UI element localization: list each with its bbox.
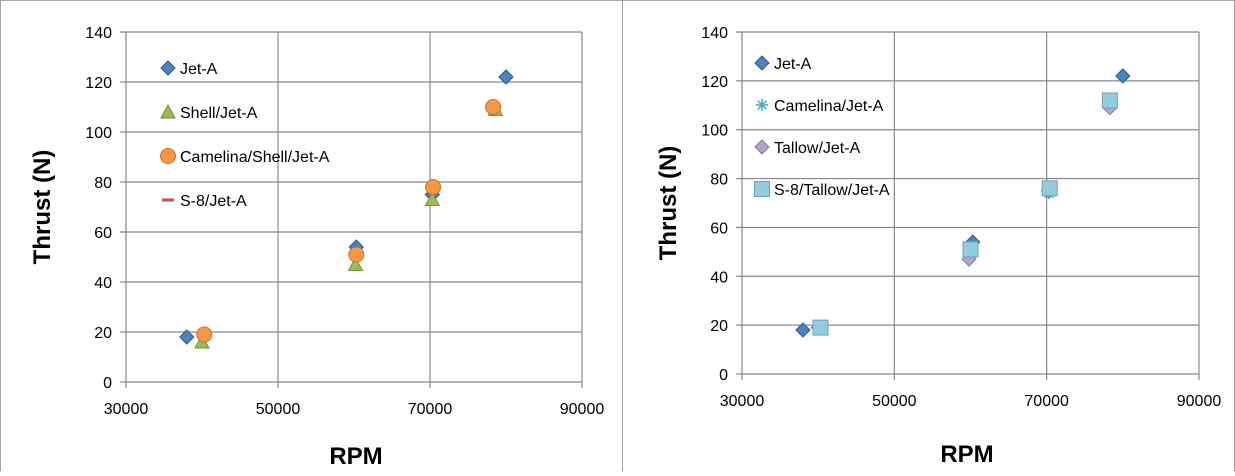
x-tick-label: 90000 [560, 401, 605, 418]
data-point [347, 256, 364, 271]
y-tick-label: 120 [701, 74, 728, 91]
x-axis-title: RPM [329, 443, 382, 470]
y-tick-label: 40 [94, 275, 112, 292]
legend-marker [162, 198, 174, 202]
data-point [795, 322, 811, 338]
x-tick-label: 70000 [408, 401, 453, 418]
y-tick-label: 40 [710, 269, 728, 286]
data-point [812, 319, 829, 336]
legend-label: S-8/Tallow/Jet-A [774, 182, 890, 199]
legend-label: Camelina/Jet-A [774, 98, 884, 115]
y-tick-label: 60 [710, 220, 728, 237]
data-point [425, 179, 442, 195]
data-point [348, 246, 365, 263]
y-tick-label: 60 [94, 225, 112, 242]
data-point [1115, 68, 1131, 84]
chart-panel-left: 0 20 40 60 80 100 120 140 30000 50000 70000 90000 J… [0, 0, 622, 471]
legend-marker [160, 103, 176, 119]
x-tick-label: 30000 [720, 393, 765, 410]
y-tick-label: 80 [94, 175, 112, 192]
y-tick-label: 0 [719, 367, 728, 384]
legend-label: Camelina/Shell/Jet-A [180, 149, 330, 166]
legend-label: Shell/Jet-A [180, 105, 258, 122]
chart-panel-right: 0 20 40 60 80 100 120 140 30000 50000 70000 90000 J… [622, 0, 1235, 471]
legend-marker [754, 181, 770, 197]
legend-marker [160, 148, 176, 164]
outer-top-border [0, 0, 1235, 1]
x-tick-label: 50000 [256, 401, 301, 418]
data-point [179, 329, 195, 345]
y-tick-label: 140 [701, 25, 728, 42]
data-point [424, 191, 441, 206]
data-point [962, 241, 979, 258]
y-axis-title: Thrust (N) [655, 146, 682, 261]
y-tick-label: 100 [85, 125, 112, 142]
y-tick-label: 0 [103, 375, 112, 392]
data-point [485, 99, 502, 115]
legend-marker [160, 60, 176, 76]
x-tick-label: 30000 [104, 401, 149, 418]
legend-label: Tallow/Jet-A [774, 140, 861, 157]
legend-marker [754, 139, 770, 155]
x-tick-label: 50000 [872, 393, 917, 410]
legend-marker [754, 55, 770, 71]
y-tick-label: 20 [94, 325, 112, 342]
panel-divider [622, 0, 623, 471]
y-axis-title: Thrust (N) [29, 150, 56, 265]
legend-label: Jet-A [774, 56, 812, 73]
data-point [1041, 180, 1058, 197]
data-point [1101, 92, 1118, 109]
x-tick-label: 90000 [1177, 393, 1222, 410]
data-point [498, 69, 514, 85]
legend-marker [756, 99, 768, 111]
data-point [196, 326, 213, 343]
x-axis-title: RPM [940, 441, 993, 468]
y-tick-label: 100 [701, 123, 728, 140]
scatter-chart-right: 0 20 40 60 80 100 120 140 30000 50000 70000 90000 J… [655, 25, 1222, 468]
outer-left-border [0, 0, 1, 471]
y-tick-label: 120 [85, 75, 112, 92]
y-tick-label: 20 [710, 318, 728, 335]
y-tick-label: 140 [85, 25, 112, 42]
legend-label: S-8/Jet-A [180, 193, 247, 210]
y-tick-label: 80 [710, 172, 728, 189]
scatter-chart-left: 0 20 40 60 80 100 120 140 30000 50000 70000 90000 J… [29, 25, 605, 470]
x-tick-label: 70000 [1024, 393, 1069, 410]
legend-label: Jet-A [180, 61, 218, 78]
